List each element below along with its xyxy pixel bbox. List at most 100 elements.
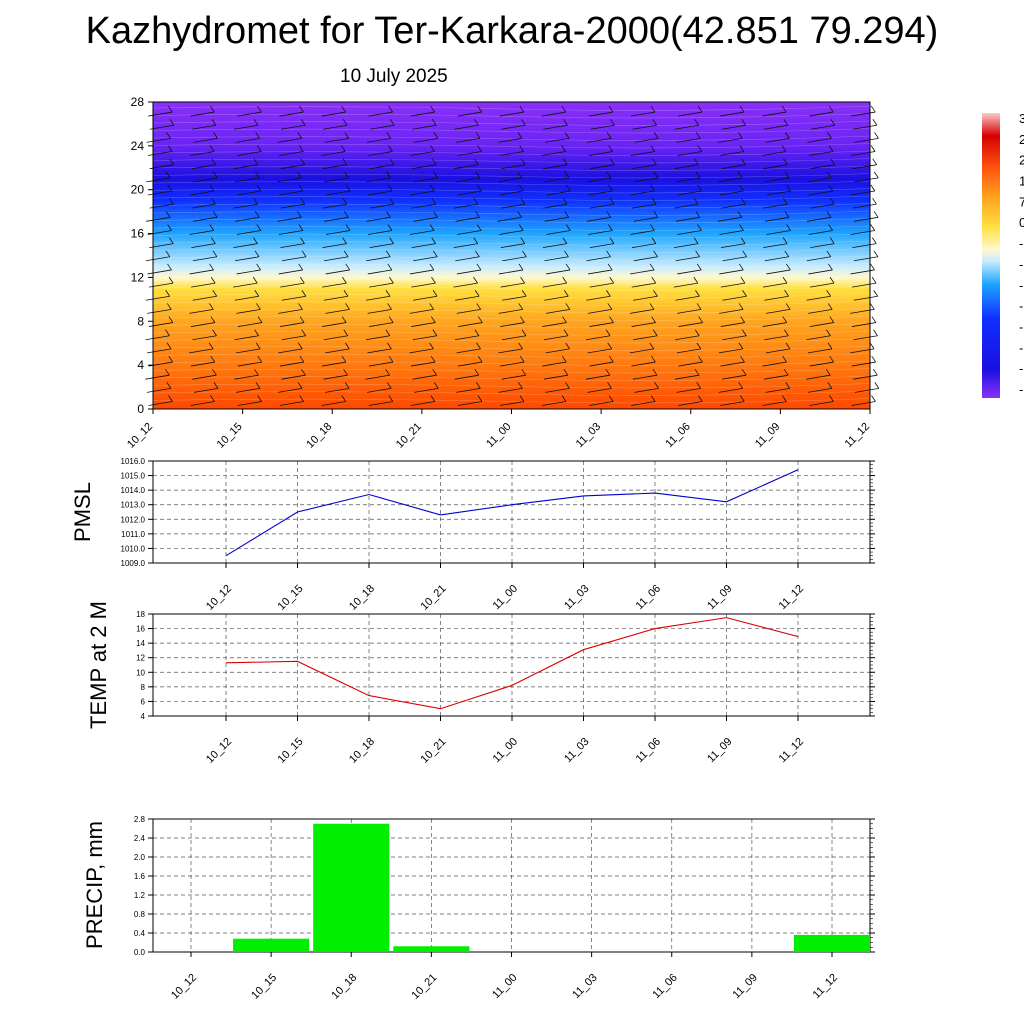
wind-barb (808, 190, 833, 196)
wind-barb (718, 137, 743, 143)
wind-barb (764, 256, 789, 262)
wind-barb (541, 401, 567, 406)
wind-barb (632, 164, 657, 170)
wind-barb-feather (255, 342, 261, 350)
wind-barb (762, 361, 787, 367)
wind-barb-feather (609, 316, 614, 323)
wind-barb-feather (165, 290, 171, 297)
wind-barb (634, 137, 659, 143)
wind-barb (277, 177, 302, 183)
y-tick-label: 1.2 (134, 891, 146, 900)
wind-barb-feather (784, 250, 790, 258)
wind-barb (414, 387, 439, 393)
wind-barb-feather (696, 382, 701, 389)
wind-barb-feather (695, 211, 701, 218)
wind-barb (237, 401, 262, 406)
wind-barb-feather (257, 316, 263, 323)
wind-barb (234, 295, 259, 301)
wind-barb-feather (342, 237, 347, 244)
wind-barb (631, 361, 656, 367)
wind-barb (146, 216, 171, 222)
wind-barb (147, 190, 172, 196)
wind-barb (810, 243, 835, 249)
contour-line (152, 398, 871, 404)
wind-barb-feather (210, 395, 215, 402)
wind-barb (501, 124, 526, 130)
wind-barb-feather (608, 355, 614, 363)
wind-barb-feather (433, 382, 439, 389)
contour-line (152, 390, 871, 396)
colorbar-tick-label: 1 (1019, 174, 1024, 189)
wind-barb-feather (344, 132, 350, 139)
wind-barb (456, 348, 481, 354)
wind-barb-feather (518, 382, 523, 389)
wind-barb-feather (561, 355, 567, 363)
wind-barb-feather (256, 263, 261, 271)
wind-barb (322, 282, 347, 288)
wind-barb (321, 151, 346, 156)
wind-barb-feather (697, 184, 702, 192)
wind-barb-feather (608, 184, 613, 192)
wind-barb-feather (166, 303, 172, 310)
wind-barb-feather (737, 171, 743, 179)
wind-barb-feather (519, 395, 525, 402)
wind-barb (191, 164, 216, 170)
wind-barb (145, 335, 170, 341)
wind-barb (763, 203, 788, 209)
wind-barb-feather (564, 250, 569, 258)
x-tick-label: 11_12 (777, 736, 807, 766)
wind-barb-feather (165, 329, 170, 336)
x-tick-label: 11_03 (570, 972, 600, 1002)
wind-barb-feather (299, 395, 305, 402)
contour-line (152, 195, 871, 201)
wind-barb (675, 335, 700, 341)
wind-barb (721, 203, 746, 209)
wind-barb-feather (344, 171, 349, 179)
x-tick-label: 10_15 (276, 736, 306, 766)
y-tick-label: 1012.0 (121, 515, 146, 524)
wind-barb (589, 282, 614, 288)
wind-barb-feather (297, 171, 302, 179)
wind-barb (499, 230, 524, 235)
wind-barb (852, 282, 877, 288)
wind-barb (279, 111, 304, 117)
y-axis-label: PMSL (70, 482, 95, 542)
wind-barb (278, 348, 303, 354)
wind-barb-feather (783, 368, 789, 376)
wind-barb (810, 124, 835, 130)
wind-barb-feather (212, 368, 217, 376)
wind-barb-feather (870, 145, 876, 152)
wind-barb (147, 269, 172, 275)
wind-barb-feather (345, 303, 350, 310)
wind-barb-feather (476, 224, 482, 231)
wind-barb-feather (429, 342, 434, 350)
wind-barb (501, 164, 526, 170)
x-tick-label: 10_12 (204, 736, 234, 766)
wind-barb (367, 348, 392, 354)
wind-barb-feather (695, 290, 700, 297)
contour-line (152, 158, 871, 164)
wind-barb-feather (785, 132, 790, 139)
wind-barb-feather (697, 224, 702, 231)
wind-barb-feather (828, 224, 833, 231)
wind-barb-feather (209, 184, 215, 192)
contour-line (152, 143, 871, 149)
y-tick-label: 0.8 (134, 910, 146, 919)
wind-barb (497, 216, 522, 222)
wind-barb (324, 177, 349, 183)
wind-barb-feather (299, 105, 304, 113)
colorbar-tick-label: 3 (1019, 111, 1024, 126)
wind-barb-feather (345, 224, 351, 231)
wind-barb-feather (343, 329, 349, 336)
wind-barb (279, 401, 304, 406)
wind-barb-feather (476, 342, 481, 350)
wind-barb-feather (168, 237, 174, 244)
wind-barb-feather (782, 395, 787, 402)
wind-barb-feather (254, 211, 260, 218)
wind-barb (502, 256, 527, 262)
contour-line (152, 188, 871, 194)
wind-barb (366, 137, 391, 143)
wind-barb (234, 335, 259, 341)
wind-barb-feather (300, 237, 305, 244)
wind-barb (675, 295, 700, 301)
